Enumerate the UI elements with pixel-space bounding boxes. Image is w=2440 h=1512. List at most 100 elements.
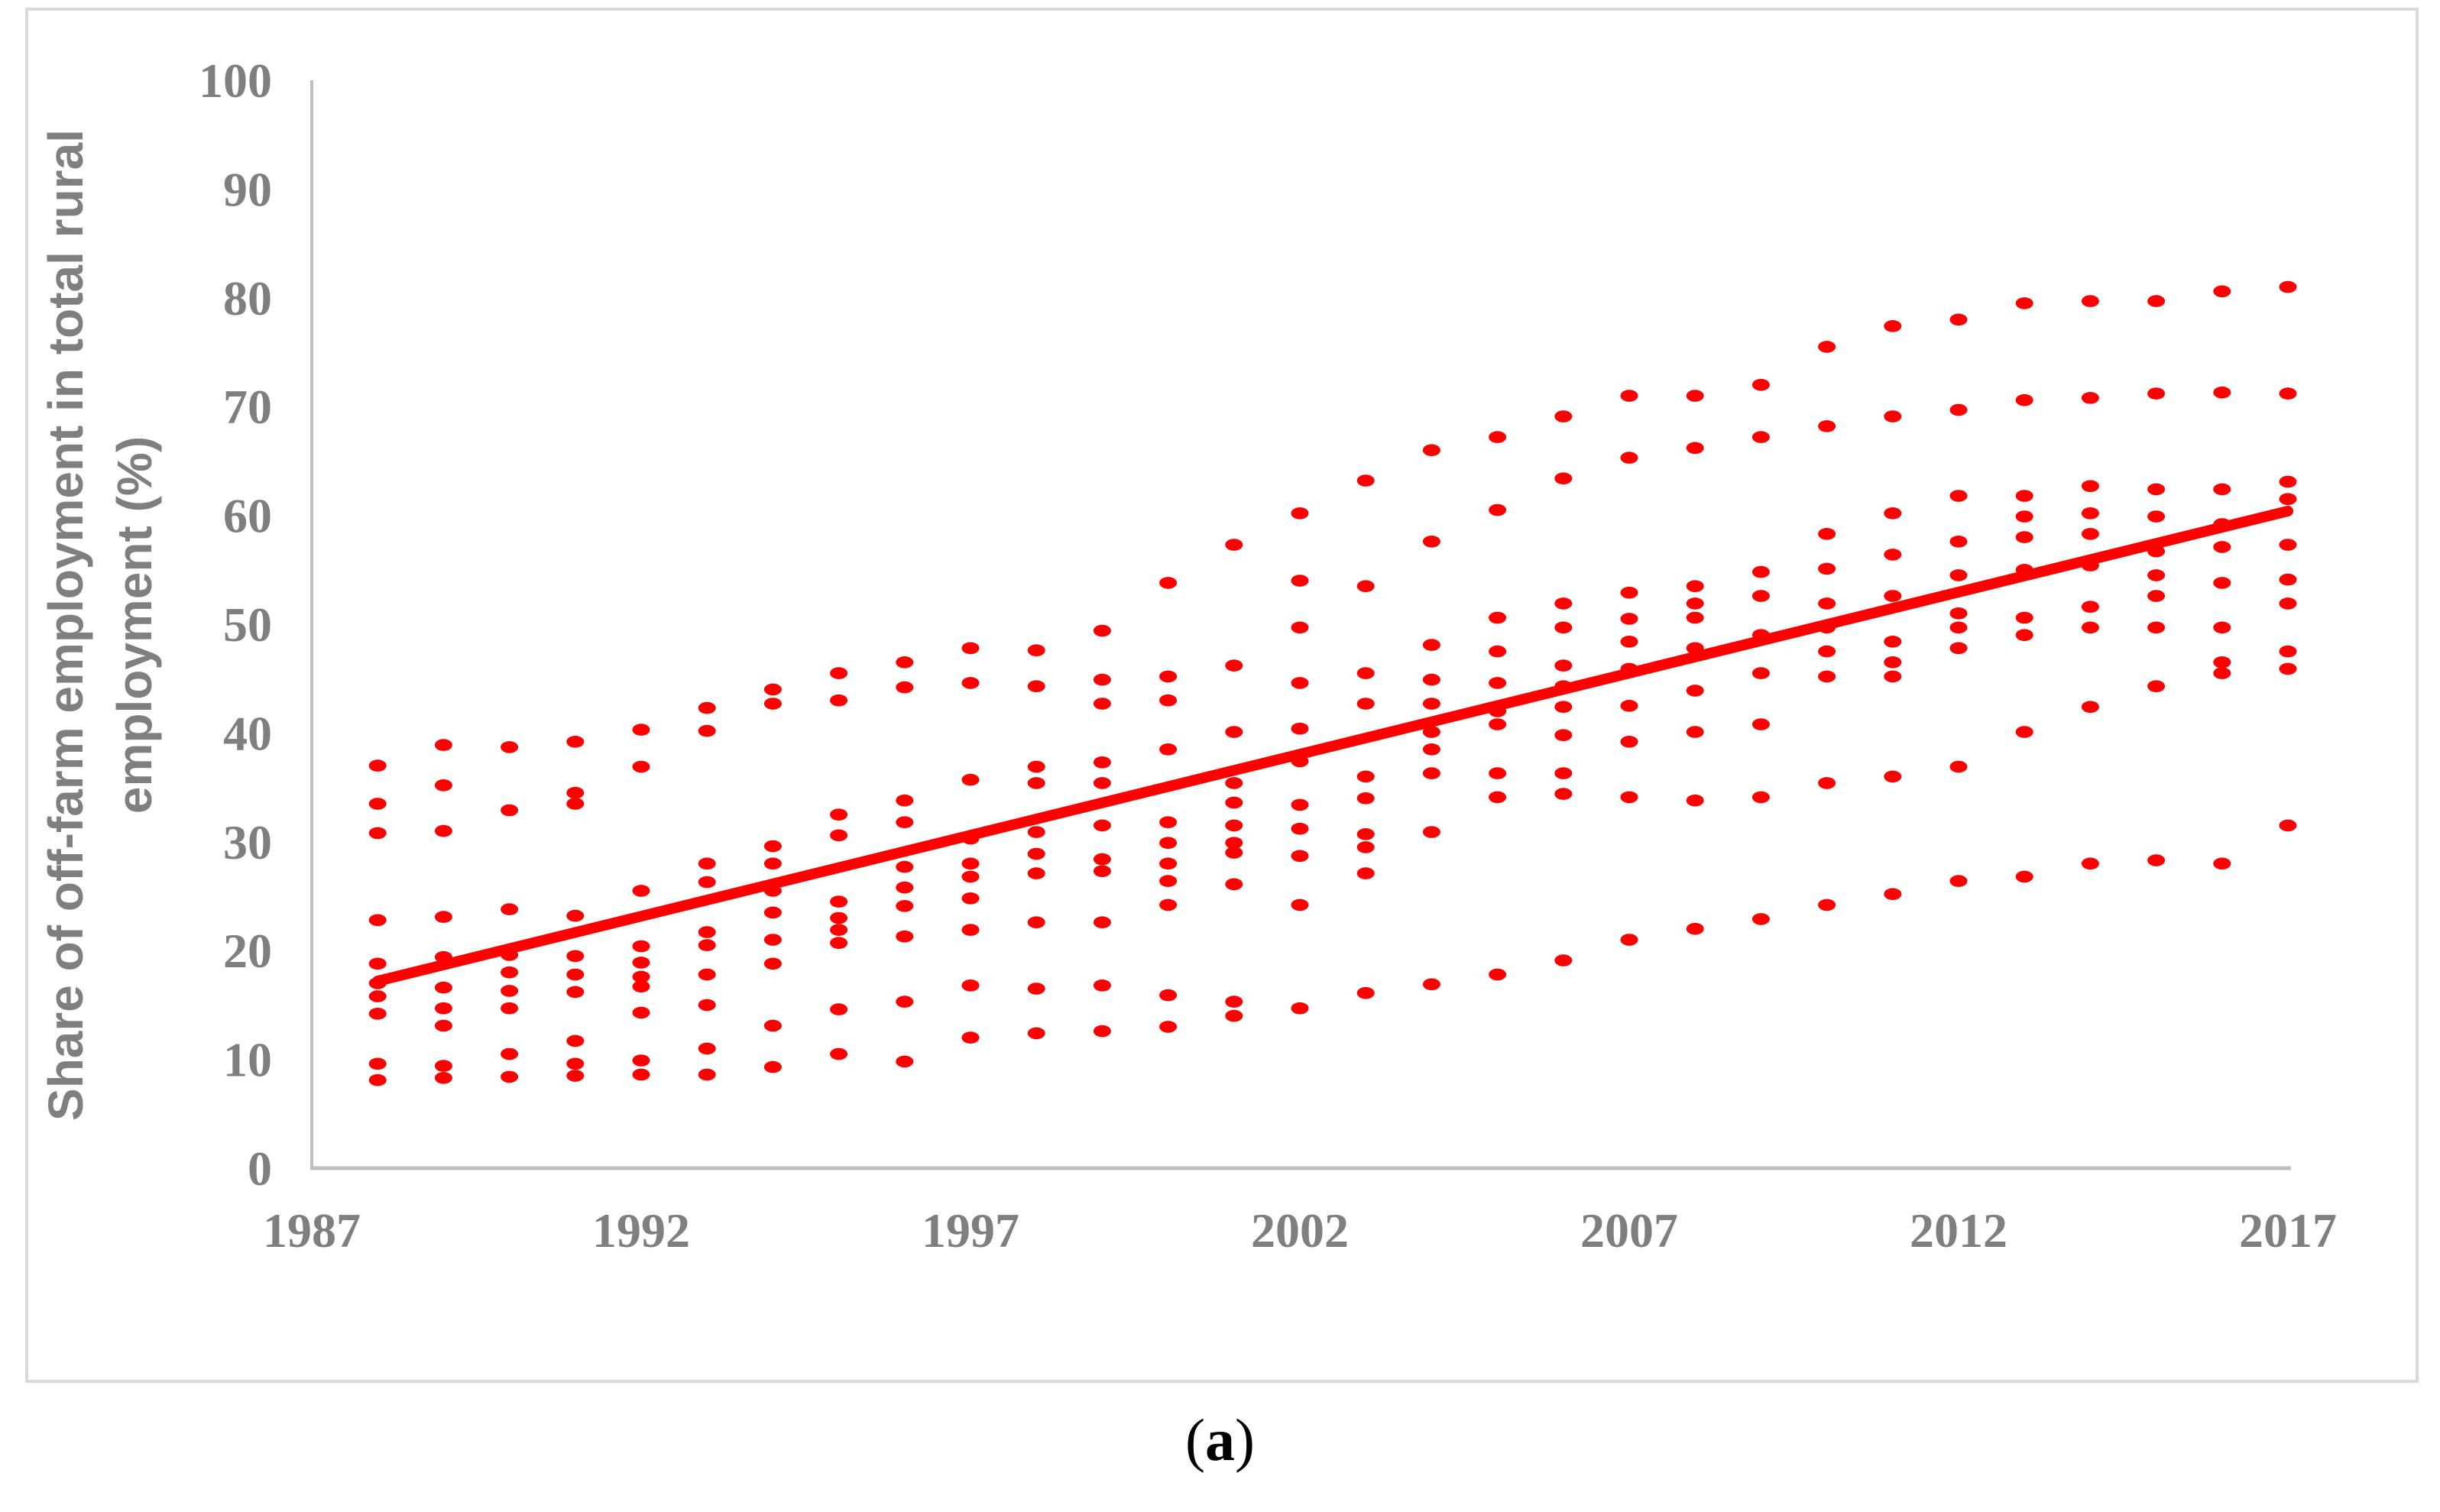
data-point — [1949, 607, 1968, 620]
data-point — [1225, 796, 1243, 809]
data-point — [763, 698, 782, 710]
data-point — [1291, 722, 1309, 735]
data-point — [830, 694, 848, 707]
data-point — [1093, 853, 1111, 866]
data-point — [566, 909, 585, 922]
data-point — [1159, 743, 1178, 756]
data-point — [1818, 670, 1836, 683]
data-point — [1489, 718, 1507, 730]
data-point — [961, 892, 980, 905]
data-point — [1489, 677, 1507, 689]
data-point — [632, 1054, 650, 1067]
data-point — [2147, 590, 2166, 602]
data-point — [830, 895, 848, 908]
data-point — [632, 1006, 650, 1019]
data-point — [566, 1070, 585, 1082]
x-tick-label: 2002 — [1251, 1203, 1349, 1258]
y-tick-label: 30 — [223, 815, 272, 869]
data-point — [1225, 1009, 1243, 1022]
data-point — [1554, 767, 1573, 779]
caption-letter: a — [1205, 1407, 1235, 1473]
data-point — [368, 759, 387, 772]
data-point — [1291, 822, 1309, 835]
data-point — [1884, 590, 1902, 602]
data-point — [2213, 541, 2231, 553]
data-point — [368, 1008, 387, 1020]
data-point — [501, 985, 519, 997]
data-point — [896, 900, 914, 912]
data-point — [896, 930, 914, 943]
data-point — [1818, 597, 1836, 610]
x-tick-label: 1987 — [263, 1203, 361, 1258]
data-point — [632, 1068, 650, 1081]
data-point — [368, 1057, 387, 1070]
data-point — [1027, 847, 1045, 860]
data-point — [1620, 586, 1638, 599]
data-point — [1751, 590, 1770, 602]
data-point — [501, 903, 519, 915]
data-point — [1093, 673, 1111, 686]
data-point — [566, 798, 585, 810]
data-point — [1686, 442, 1704, 455]
data-point — [1818, 528, 1836, 540]
data-point — [961, 642, 980, 655]
data-point — [1949, 536, 1968, 548]
data-point — [434, 1060, 452, 1072]
data-point — [1422, 743, 1440, 756]
data-point — [698, 968, 716, 981]
data-point — [1751, 565, 1770, 578]
data-point — [1884, 549, 1902, 561]
data-point — [1159, 989, 1178, 1002]
y-tick-label: 0 — [248, 1141, 272, 1196]
data-point — [1554, 659, 1573, 672]
data-point — [896, 816, 914, 828]
data-point — [830, 667, 848, 679]
data-point — [2279, 493, 2297, 505]
data-point — [1422, 536, 1440, 548]
data-point — [1554, 729, 1573, 741]
data-point — [1620, 791, 1638, 804]
data-point — [1818, 341, 1836, 353]
data-point — [698, 939, 716, 951]
data-point — [368, 957, 387, 970]
data-point — [1818, 777, 1836, 789]
data-point — [566, 736, 585, 748]
data-point — [2279, 819, 2297, 832]
data-point — [1422, 444, 1440, 456]
data-point — [1554, 788, 1573, 800]
data-point — [830, 1047, 848, 1060]
data-point — [1291, 898, 1309, 911]
data-point — [2015, 531, 2033, 543]
data-point — [2279, 280, 2297, 293]
data-point — [961, 857, 980, 870]
data-point — [368, 827, 387, 840]
data-point — [1291, 507, 1309, 520]
data-point — [1422, 698, 1440, 710]
x-tick-label: 2017 — [2239, 1203, 2337, 1258]
data-point — [501, 1047, 519, 1060]
data-point — [1884, 770, 1902, 783]
data-point — [2081, 392, 2099, 404]
data-point — [1620, 613, 1638, 625]
data-point — [1356, 698, 1375, 710]
data-point — [1422, 673, 1440, 686]
data-point — [1884, 320, 1902, 332]
data-point — [1225, 539, 1243, 551]
data-point — [896, 794, 914, 807]
data-point — [1884, 656, 1902, 669]
data-point — [1751, 378, 1770, 391]
data-point — [1686, 726, 1704, 738]
data-point — [2081, 601, 2099, 613]
data-point — [632, 724, 650, 736]
data-point — [501, 741, 519, 753]
data-point — [1225, 847, 1243, 859]
data-point — [1686, 390, 1704, 402]
data-point — [1027, 983, 1045, 995]
data-point — [1554, 954, 1573, 966]
data-point — [1291, 798, 1309, 811]
data-point — [1422, 826, 1440, 838]
data-point — [1949, 313, 1968, 326]
data-point — [1686, 611, 1704, 624]
data-point — [434, 824, 452, 837]
data-point — [368, 1073, 387, 1086]
